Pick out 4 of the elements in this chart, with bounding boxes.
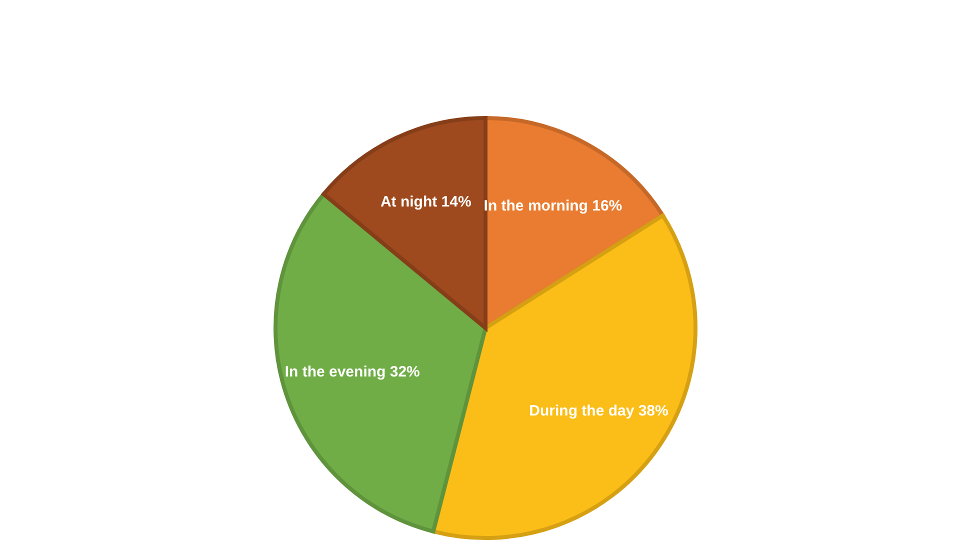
slice-label: In the morning 16%	[484, 197, 622, 214]
slice-label: During the day 38%	[529, 402, 668, 420]
slice-label: At night 14%	[380, 193, 472, 210]
slice-label: In the evening 32%	[284, 363, 420, 380]
